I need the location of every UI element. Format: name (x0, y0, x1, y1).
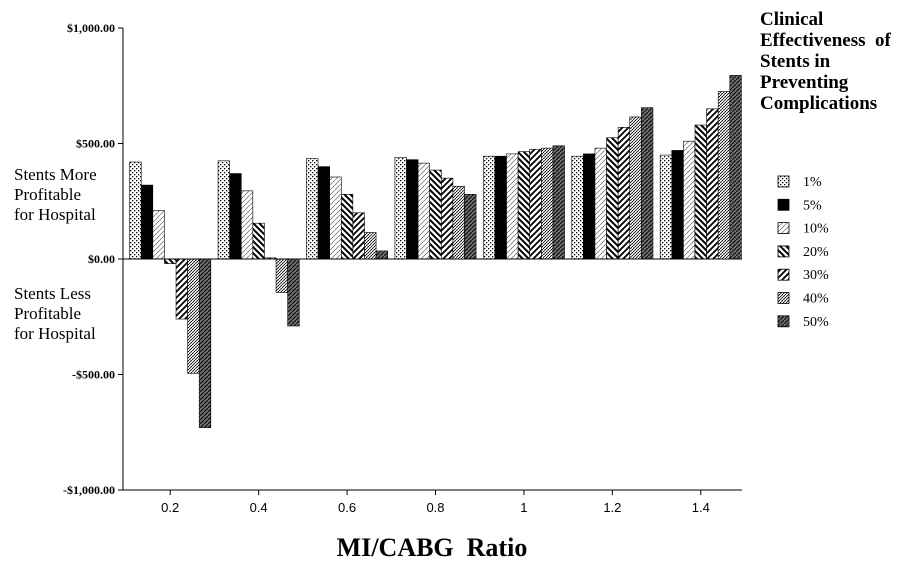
bar-5pct-0.4 (229, 173, 242, 260)
bar-40pct-1.4 (717, 91, 731, 260)
bar-1pct-0.4 (217, 160, 230, 260)
legend-label: 40% (803, 292, 829, 307)
x-tick-label: 0.8 (426, 500, 444, 515)
legend-label: 30% (803, 268, 829, 283)
bar-10pct-0.4 (240, 190, 254, 260)
bar-20pct-0.4 (252, 222, 265, 260)
bar-10pct-0.8 (417, 162, 431, 260)
annotation-below-line-1: Stents Less (14, 284, 91, 303)
x-tick-label: 0.2 (161, 500, 179, 515)
annotation-below-line-2: Profitable (14, 304, 81, 323)
legend-label: 20% (803, 245, 829, 260)
bar-40pct-1 (541, 147, 554, 260)
bar-1pct-1.2 (571, 155, 584, 260)
bar-40pct-0.6 (364, 232, 377, 260)
bar-30pct-0.2 (175, 258, 188, 320)
legend-title-line-1: Clinical (760, 9, 823, 30)
bar-1pct-0.2 (129, 161, 142, 260)
legend-swatch (777, 268, 790, 281)
bar-40pct-0.8 (452, 185, 465, 260)
bar-30pct-1.4 (706, 108, 719, 260)
x-tick-label: 1 (520, 500, 527, 515)
legend-title-line-2: Effectiveness of (760, 30, 892, 51)
bar-1pct-0.8 (394, 157, 407, 260)
bar-30pct-0.6 (352, 212, 365, 260)
bar-30pct-1.2 (617, 127, 631, 260)
bar-20pct-1.2 (606, 137, 619, 260)
legend-label: 10% (803, 222, 829, 237)
bar-10pct-1.2 (594, 147, 607, 260)
bar-10pct-1.4 (683, 140, 696, 260)
bar-20pct-0.2 (164, 258, 177, 264)
legend-title-line-3: Stents in (760, 51, 831, 72)
y-ticks: $1,000.00 $500.00 $0.00 -$500.00 -$1,000.00 (63, 21, 123, 497)
y-tick-label: $0.00 (88, 252, 115, 266)
bar-1pct-0.6 (306, 158, 319, 260)
bar-10pct-0.2 (152, 210, 165, 260)
bar-50pct-1 (552, 145, 565, 260)
bar-50pct-1.4 (729, 75, 742, 260)
bar-50pct-0.2 (198, 258, 212, 428)
x-tick-label: 1.2 (603, 500, 621, 515)
legend-items: 1% 5% 10% 20% 30% 40% 50% (777, 175, 829, 330)
bar-20pct-1.4 (694, 124, 707, 260)
bar-20pct-0.6 (340, 194, 354, 260)
bar-30pct-0.8 (440, 177, 454, 260)
legend-swatch (777, 175, 790, 188)
legend-label: 1% (803, 175, 822, 190)
annotation-above-line-2: Profitable (14, 185, 81, 204)
bar-20pct-1 (517, 151, 531, 260)
bar-50pct-0.8 (464, 194, 477, 260)
annotation-below-line-3: for Hospital (14, 324, 96, 343)
bar-1pct-1 (483, 155, 496, 260)
legend-title-line-4: Preventing (760, 72, 849, 93)
legend-swatch (777, 315, 790, 328)
legend-label: 50% (803, 315, 829, 330)
bar-50pct-1.2 (641, 107, 654, 260)
bar-40pct-1.2 (629, 116, 642, 260)
legend-swatch (777, 245, 790, 258)
x-tick-label: 1.4 (692, 500, 710, 515)
bar-10pct-0.6 (329, 176, 342, 260)
x-tick-label: 0.4 (250, 500, 268, 515)
bars (129, 75, 742, 428)
x-ticks: 0.2 0.4 0.6 0.8 1 1.2 1.4 (161, 490, 710, 515)
legend-label: 5% (803, 198, 822, 213)
x-axis-label: MI/CABG Ratio (337, 533, 528, 562)
annotation-above-line-3: for Hospital (14, 205, 96, 224)
bar-10pct-1 (506, 153, 519, 260)
x-tick-label: 0.6 (338, 500, 356, 515)
y-tick-label: -$500.00 (72, 368, 115, 382)
y-tick-label: $500.00 (76, 137, 115, 151)
bar-50pct-0.4 (287, 258, 300, 327)
legend-swatch (777, 222, 790, 235)
bar-5pct-0.8 (406, 159, 419, 260)
bar-40pct-0.4 (275, 258, 288, 293)
bar-40pct-0.2 (187, 258, 200, 374)
bar-5pct-1 (494, 155, 507, 260)
bar-20pct-0.8 (429, 169, 442, 260)
legend-swatch (777, 292, 790, 304)
y-tick-label: $1,000.00 (67, 21, 115, 35)
bar-5pct-0.2 (140, 184, 154, 260)
legend-title-line-5: Complications (760, 93, 877, 114)
annotation-above-line-1: Stents More (14, 165, 97, 184)
y-tick-label: -$1,000.00 (63, 483, 115, 497)
legend-swatch (777, 198, 790, 211)
legend: Clinical Effectiveness of Stents in Prev… (760, 9, 892, 330)
bar-30pct-1 (529, 148, 542, 260)
bar-5pct-1.2 (583, 153, 596, 260)
bar-5pct-1.4 (671, 150, 684, 260)
bar-50pct-0.6 (375, 250, 388, 260)
bar-5pct-0.6 (317, 166, 330, 260)
bar-1pct-1.4 (659, 154, 673, 260)
